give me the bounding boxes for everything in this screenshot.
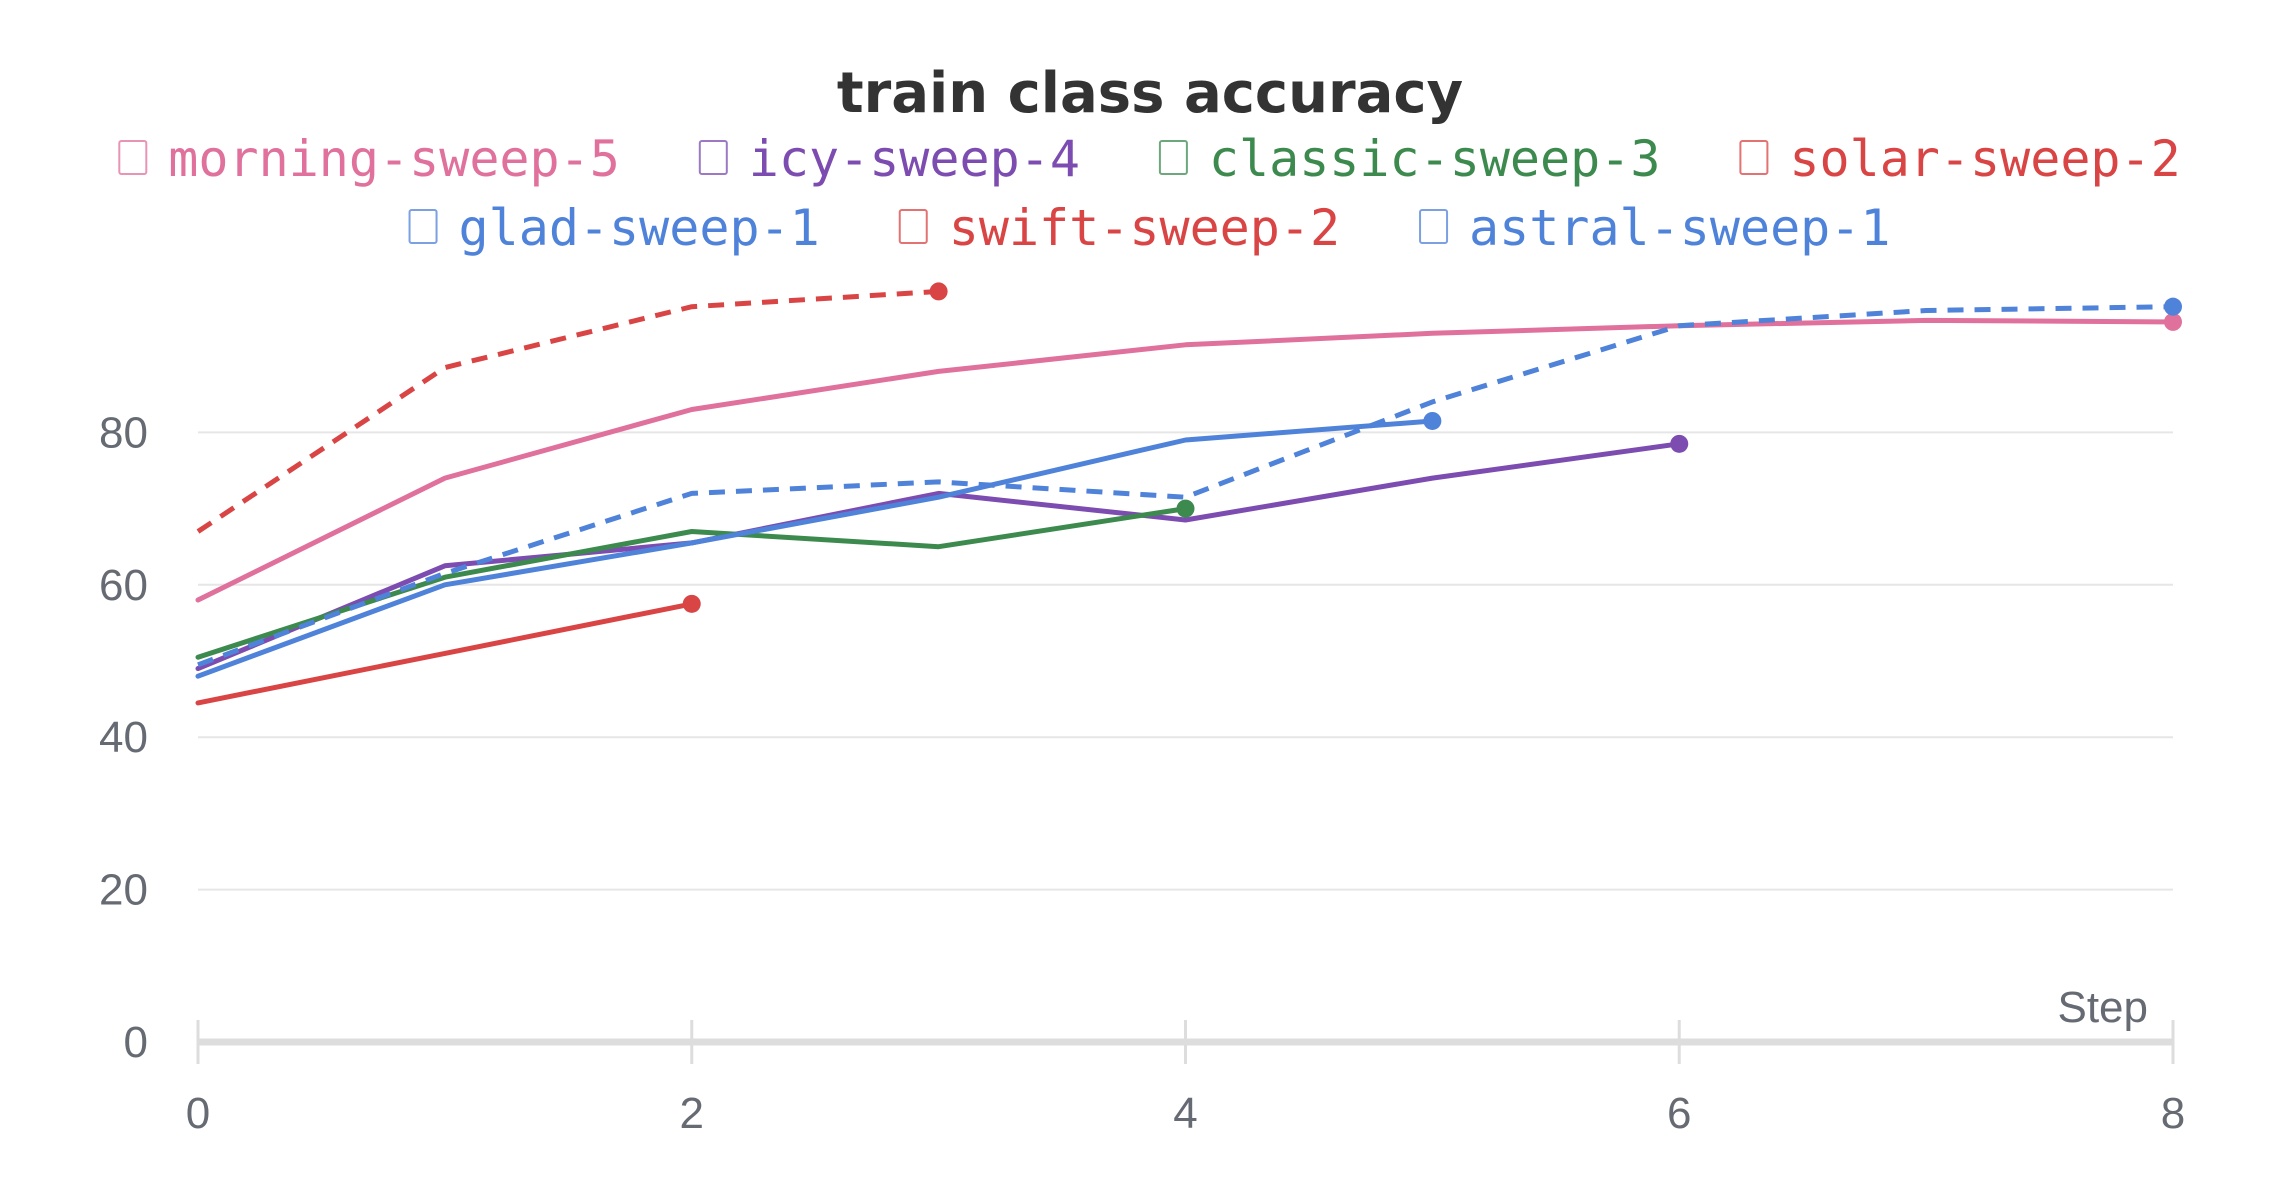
x-axis-title: Step: [2057, 983, 2148, 1032]
legend-label: classic-sweep-3: [1209, 130, 1661, 188]
series-end-marker-icy-sweep-4: [1670, 434, 1689, 453]
legend-swatch: [408, 209, 438, 244]
legend-item-morning-sweep-5[interactable]: morning-sweep-5: [118, 130, 620, 188]
y-tick-label: 40: [99, 713, 148, 762]
series-end-marker-morning-sweep-5: [2164, 312, 2182, 331]
legend-item-astral-sweep-1[interactable]: astral-sweep-1: [1419, 199, 1890, 257]
x-axis: 0 2 4 6 8: [186, 1020, 2185, 1138]
legend-label: morning-sweep-5: [168, 130, 620, 188]
legend-swatch: [698, 140, 728, 175]
y-tick-label: 80: [99, 408, 148, 457]
series-line-classic-sweep-3: [195, 506, 1188, 660]
series-line-solar-sweep-2: [195, 601, 695, 706]
y-tick-label: 20: [99, 866, 148, 915]
legend-swatch: [118, 140, 148, 175]
series-line-swift-sweep-2: [196, 288, 939, 534]
series-line-astral-sweep-1: [197, 304, 2174, 668]
legend-label: astral-sweep-1: [1469, 199, 1890, 257]
x-tick-label: 8: [2161, 1089, 2185, 1138]
x-tick-label: 4: [1173, 1089, 1197, 1138]
x-tick-label: 6: [1667, 1089, 1691, 1138]
legend-label: solar-sweep-2: [1789, 130, 2180, 188]
legend-item-solar-sweep-2[interactable]: solar-sweep-2: [1739, 130, 2181, 188]
series-lines: [195, 282, 2182, 706]
y-tick-label: 60: [99, 561, 148, 610]
series-end-marker-classic-sweep-3: [1176, 499, 1195, 518]
legend-swatch: [1419, 209, 1449, 244]
chart-title: train class accuracy: [837, 61, 1463, 126]
legend-label: glad-sweep-1: [459, 199, 820, 257]
series-end-marker-astral-sweep-1: [2164, 297, 2182, 316]
legend-label: icy-sweep-4: [749, 130, 1080, 188]
legend-label: swift-sweep-2: [949, 199, 1340, 257]
legend-item-glad-sweep-1[interactable]: glad-sweep-1: [408, 199, 820, 257]
series-line-glad-sweep-1: [195, 418, 1435, 679]
legend: morning-sweep-5 icy-sweep-4 classic-sweep-…: [118, 130, 2181, 257]
legend-item-classic-sweep-3[interactable]: classic-sweep-3: [1158, 130, 1661, 188]
legend-swatch: [898, 209, 928, 244]
series-end-marker-solar-sweep-2: [682, 594, 701, 613]
legend-swatch: [1158, 140, 1188, 175]
gridlines: [198, 431, 2173, 891]
x-tick-label: 2: [680, 1089, 704, 1138]
x-tick-label: 0: [186, 1089, 210, 1138]
legend-item-swift-sweep-2[interactable]: swift-sweep-2: [898, 199, 1340, 257]
series-line-icy-sweep-4: [195, 441, 1682, 672]
legend-item-icy-sweep-4[interactable]: icy-sweep-4: [698, 130, 1080, 188]
legend-swatch: [1739, 140, 1769, 175]
series-line-morning-sweep-5: [195, 317, 2176, 603]
y-tick-label: 0: [124, 1018, 148, 1067]
series-end-marker-swift-sweep-2: [929, 282, 948, 301]
y-axis: 0 20 40 60 80: [99, 408, 148, 1067]
series-end-marker-glad-sweep-1: [1423, 411, 1442, 430]
